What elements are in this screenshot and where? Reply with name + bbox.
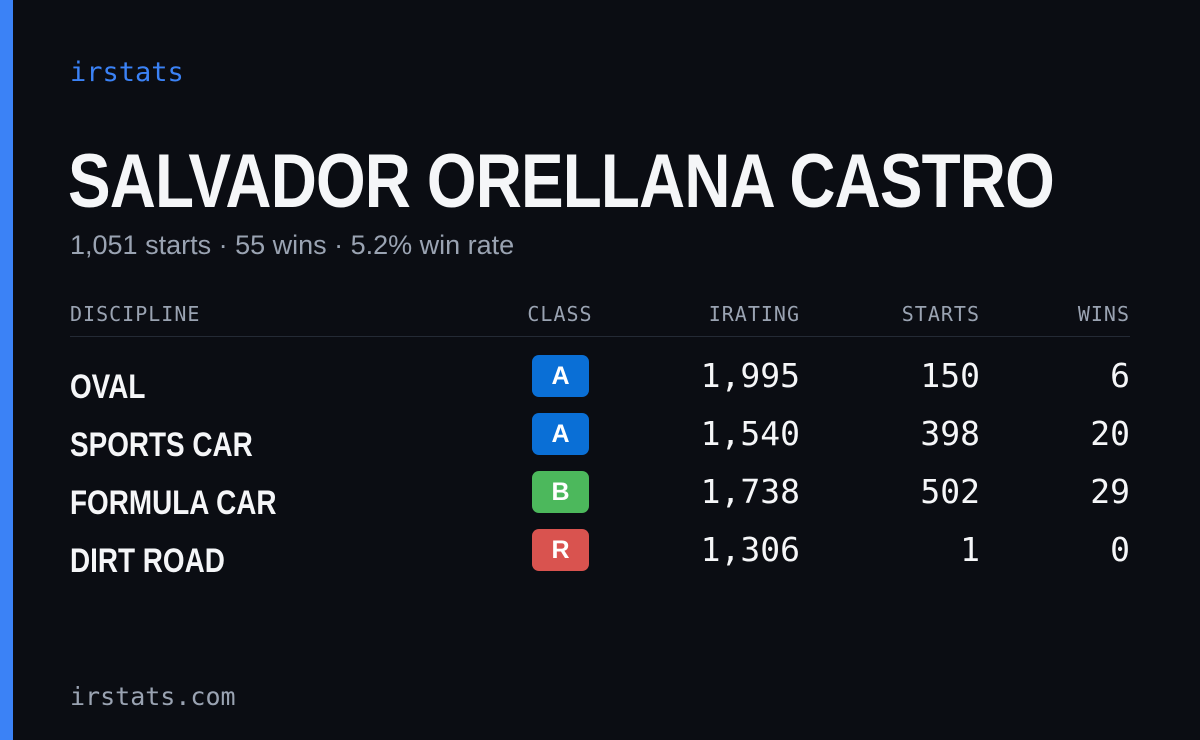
irating-value: 1,738 [700,472,800,511]
irating-value: 1,540 [700,414,800,453]
class-badge: A [532,355,589,397]
accent-bar [0,0,13,740]
column-header-starts: STARTS [901,302,980,326]
starts-value: 1 [960,530,980,569]
irating-value: 1,995 [700,356,800,395]
starts-value: 502 [920,472,980,511]
discipline-name: SPORTS CAR [70,426,253,464]
wins-value: 29 [1090,472,1130,511]
irating-value: 1,306 [700,530,800,569]
class-badge: A [532,413,589,455]
column-header-discipline: DISCIPLINE [70,302,201,326]
table-row: DIRT ROAD R 1,306 1 0 [70,527,1130,585]
discipline-name: OVAL [70,368,146,406]
column-header-irating: IRATING [708,302,800,326]
player-summary: 1,051 starts · 55 wins · 5.2% win rate [70,230,515,260]
wins-value: 20 [1090,414,1130,453]
table-row: FORMULA CAR B 1,738 502 29 [70,469,1130,527]
discipline-name: FORMULA CAR [70,484,277,522]
table-body: OVAL A 1,995 150 6 SPORTS CAR A 1,540 39… [70,353,1130,585]
table-header: DISCIPLINE CLASS IRATING STARTS WINS [70,298,1130,337]
wins-value: 6 [1110,356,1130,395]
player-name: SALVADOR ORELLANA CASTRO [68,139,1055,224]
footer-site-url[interactable]: irstats.com [70,682,236,711]
table-row: SPORTS CAR A 1,540 398 20 [70,411,1130,469]
column-header-wins: WINS [1077,302,1130,326]
table-row: OVAL A 1,995 150 6 [70,353,1130,411]
starts-value: 398 [920,414,980,453]
discipline-name: DIRT ROAD [70,542,225,580]
wins-value: 0 [1110,530,1130,569]
starts-value: 150 [920,356,980,395]
column-header-class: CLASS [527,302,593,326]
brand-logo-text[interactable]: irstats [70,57,184,88]
class-badge: B [532,471,589,513]
discipline-stats-table: DISCIPLINE CLASS IRATING STARTS WINS OVA… [70,298,1130,585]
class-badge: R [532,529,589,571]
